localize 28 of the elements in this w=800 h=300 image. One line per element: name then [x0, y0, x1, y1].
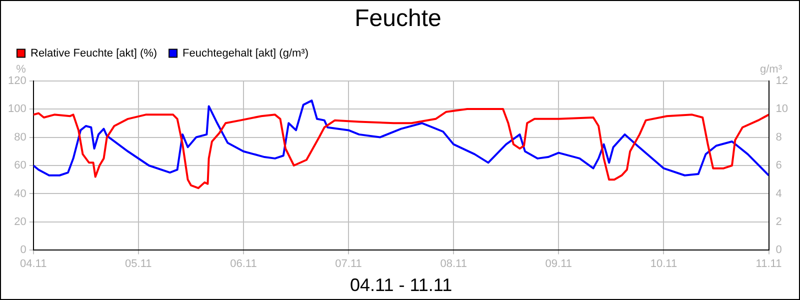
y2-tick-label: 6	[776, 160, 782, 172]
y-tick-label: 60	[14, 160, 26, 172]
x-tick-label: 05.11	[125, 258, 152, 270]
x-tick-label: 08.11	[440, 258, 467, 270]
x-tick-label: 07.11	[335, 258, 362, 270]
legend-label: Relative Feuchte [akt] (%)	[30, 47, 158, 60]
chart-title: Feuchte	[354, 5, 442, 32]
y-tick-label: 40	[14, 188, 26, 200]
y2-tick-label: 2	[776, 216, 782, 228]
x-tick-label: 09.11	[545, 258, 572, 270]
y-tick-label: 80	[14, 131, 26, 144]
y-axis-title: %	[16, 63, 26, 76]
x-tick-label: 10.11	[650, 258, 678, 270]
y2-tick-label: 12	[776, 74, 788, 87]
y2-axis-title: g/m³	[760, 63, 782, 76]
x-tick-label: 06.11	[230, 258, 257, 270]
y-tick-label: 100	[8, 103, 26, 116]
y2-tick-label: 10	[776, 103, 788, 116]
legend-label: Feuchtegehalt [akt] (g/m³)	[182, 47, 308, 60]
y2-tick-label: 8	[776, 131, 782, 144]
x-axis-title: 04.11 - 11.11	[350, 275, 452, 296]
x-tick-label: 11.11	[756, 258, 782, 270]
y-tick-label: 0	[20, 244, 26, 256]
x-tick-label: 04.11	[20, 258, 47, 270]
y2-tick-label: 0	[776, 244, 782, 256]
y-tick-label: 120	[8, 74, 26, 87]
y2-tick-label: 4	[776, 188, 782, 200]
y-tick-label: 20	[14, 216, 26, 228]
